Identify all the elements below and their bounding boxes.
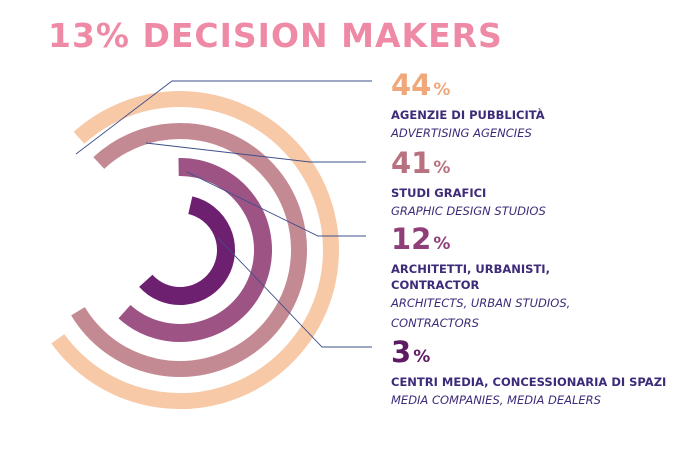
ring-graphic-design-studios [71, 123, 307, 377]
ring-media-companies [139, 196, 235, 306]
leader-line-architects [186, 171, 366, 237]
entry-advertising-agencies: 44% AGENZIE DI PUBBLICITÀ ADVERTISING AG… [391, 70, 676, 143]
ring-advertising-agencies [51, 91, 339, 410]
value-label-architects: 12% [391, 224, 641, 259]
percent-sign: % [433, 158, 451, 178]
chart-title: 13% DECISION MAKERS [48, 16, 503, 55]
category-label-en: MEDIA COMPANIES, MEDIA DEALERS [391, 393, 601, 407]
entry-graphic-design-studios: 41% STUDI GRAFICI GRAPHIC DESIGN STUDIOS [391, 148, 676, 221]
value-number: 3 [391, 335, 412, 369]
percent-sign: % [433, 80, 451, 100]
category-label-it: CENTRI MEDIA, CONCESSIONARIA DI SPAZI [391, 375, 667, 389]
value-label-graphic-design-studios: 41% [391, 148, 676, 183]
category-label-en: GRAPHIC DESIGN STUDIOS [391, 204, 546, 218]
entry-media-companies: 3% CENTRI MEDIA, CONCESSIONARIA DI SPAZI… [391, 337, 676, 410]
percent-sign: % [413, 347, 431, 367]
category-label-it: AGENZIE DI PUBBLICITÀ [391, 108, 545, 122]
leader-line-advertising-agencies [75, 80, 372, 155]
leader-line-media-companies [217, 237, 372, 348]
value-number: 41 [391, 146, 432, 180]
category-label-en: ARCHITECTS, URBAN STUDIOS, CONTRACTORS [391, 296, 571, 330]
value-number: 12 [391, 222, 432, 256]
category-label-en: ADVERTISING AGENCIES [391, 126, 532, 140]
value-label-advertising-agencies: 44% [391, 70, 676, 105]
ring-architects [118, 157, 272, 342]
value-number: 44 [391, 68, 432, 102]
entry-architects: 12% ARCHITETTI, URBANISTI, CONTRACTOR AR… [391, 224, 641, 333]
value-label-media-companies: 3% [391, 337, 676, 372]
percent-sign: % [433, 234, 451, 254]
leader-line-graphic-design-studios [145, 142, 366, 163]
category-label-it: ARCHITETTI, URBANISTI, CONTRACTOR [391, 262, 550, 292]
category-label-it: STUDI GRAFICI [391, 186, 487, 200]
